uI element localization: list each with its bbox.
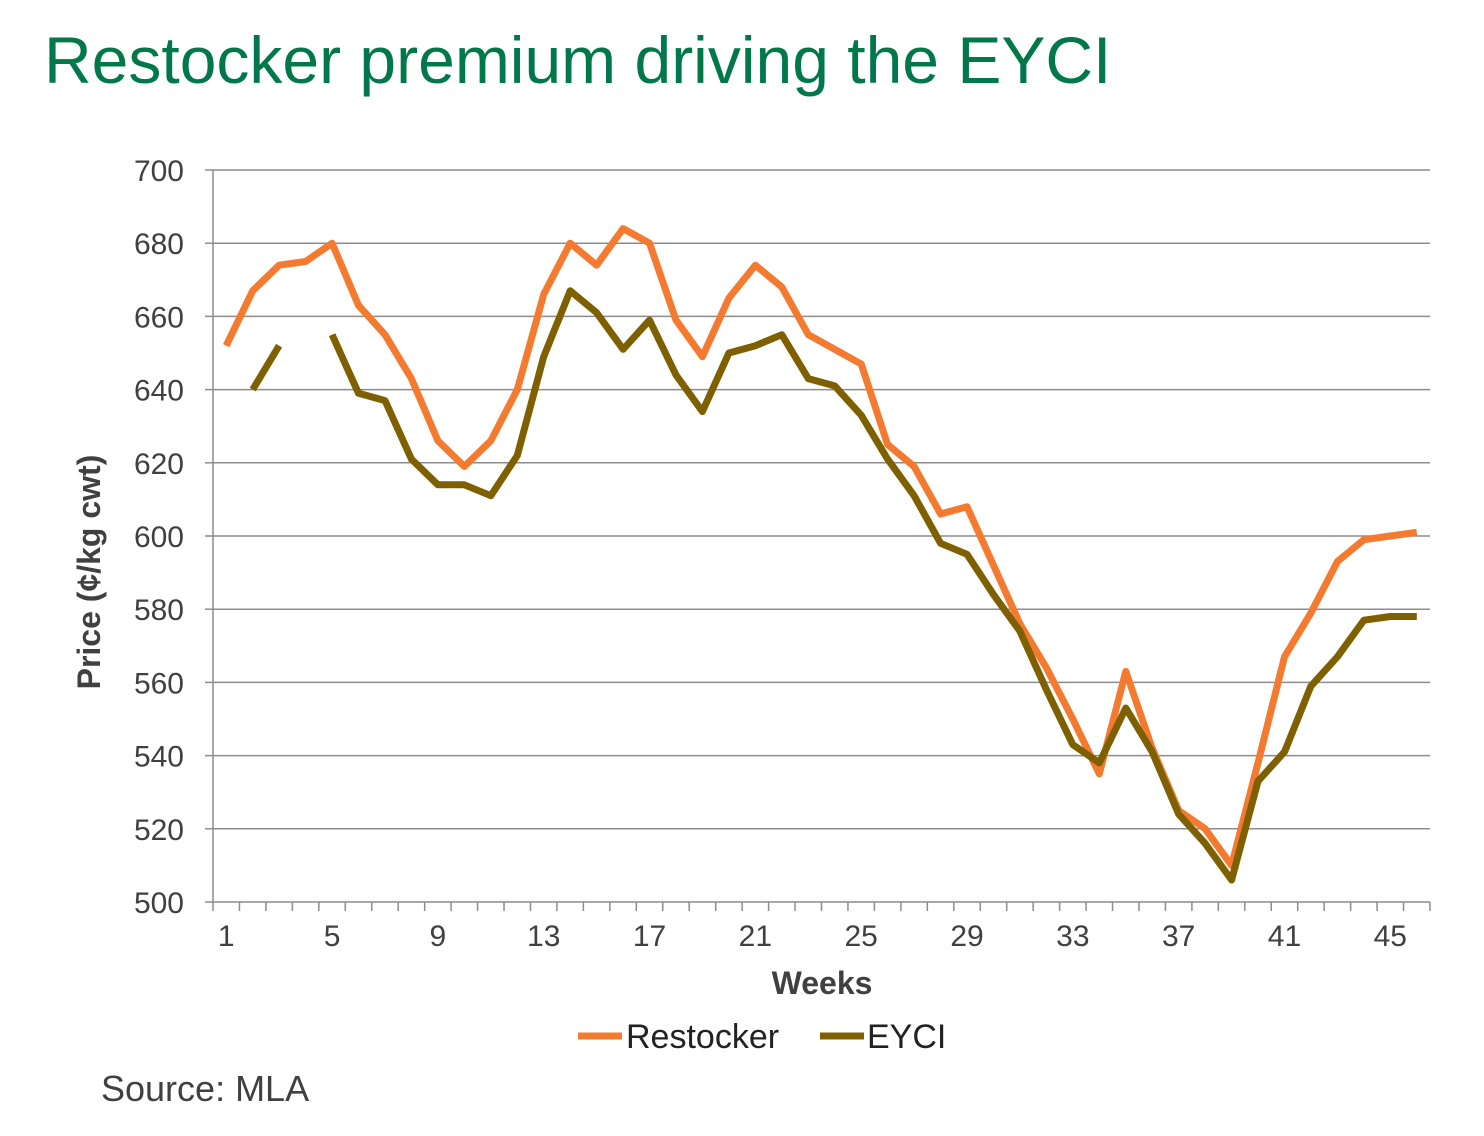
series-line-restocker [223,225,1418,869]
y-tick-label: 640 [134,375,184,408]
y-tick-label: 560 [134,667,184,700]
y-axis-title: Price (¢/kg cwt) [71,455,107,690]
gridlines [213,169,1430,830]
y-tick-label: 600 [134,521,184,554]
source-note: Source: MLA [101,1068,310,1109]
y-tick-label: 620 [134,448,184,481]
x-tick-label: 37 [1162,920,1195,953]
x-tick-label: 33 [1056,920,1089,953]
y-tick-labels: 500 520 540 560 580 600 620 640 660 680 700 [134,155,184,920]
series-line-eyci [249,287,1417,884]
x-tick-label: 25 [844,920,877,953]
x-tick-label: 29 [950,920,983,953]
y-tick-label: 540 [134,741,184,774]
y-tick-label: 660 [134,301,184,334]
y-tick-label: 500 [134,887,184,920]
legend: Restocker EYCI [578,1018,946,1056]
x-axis-title: Weeks [772,965,873,1001]
y-tick-label: 580 [134,594,184,627]
legend-label-eyci: EYCI [867,1018,946,1056]
series-lines [223,225,1418,884]
y-tick-label: 700 [134,155,184,188]
legend-label-restocker: Restocker [626,1018,779,1056]
axes [205,169,1431,911]
x-tick-label: 17 [633,920,666,953]
y-tick-label: 680 [134,228,184,261]
x-tick-label: 41 [1268,920,1301,953]
x-tick-label: 13 [527,920,560,953]
x-tick-label: 21 [739,920,772,953]
x-tick-labels: 1 5 9 13 17 21 25 29 33 37 41 45 [218,920,1407,953]
x-tick-label: 45 [1374,920,1407,953]
x-tick-label: 1 [218,920,235,953]
page-title: Restocker premium driving the EYCI [44,23,1112,97]
x-tick-label: 5 [324,920,341,953]
x-tick-label: 9 [430,920,447,953]
y-tick-label: 520 [134,814,184,847]
